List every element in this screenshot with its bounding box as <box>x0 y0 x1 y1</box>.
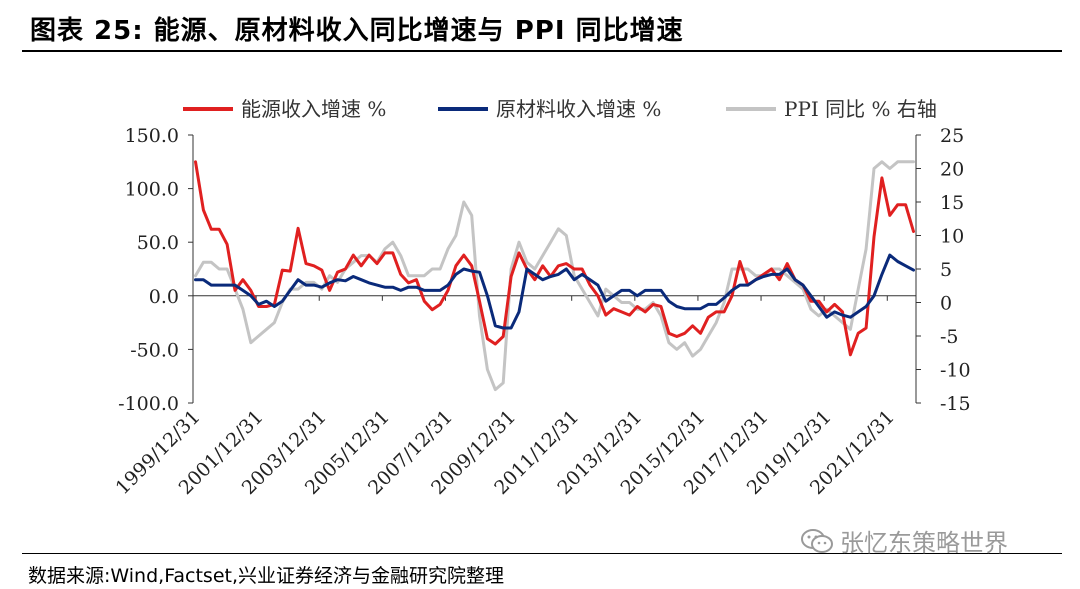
series-line-1 <box>194 253 915 330</box>
figure-title: 图表 25: 能源、原材料收入同比增速与 PPI 同比增速 <box>30 16 684 46</box>
right-tick-label: 20 <box>940 159 964 181</box>
legend: 能源收入增速 % 原材料收入增速 % PPI 同比 % 右轴 <box>183 97 937 121</box>
right-tick-label: 10 <box>940 226 964 248</box>
series-layer <box>194 160 915 392</box>
watermark: 张忆东策略世界 <box>800 523 1008 558</box>
left-tick-label: 100.0 <box>125 179 179 201</box>
right-tick-label: 5 <box>940 259 952 281</box>
left-tick-label: -50.0 <box>130 339 179 361</box>
right-tick-label: -5 <box>940 326 959 348</box>
legend-label-2: PPI 同比 % 右轴 <box>784 97 937 121</box>
left-tick-label: -100.0 <box>118 393 179 415</box>
source-note: 数据来源:Wind,Factset,兴业证券经济与金融研究院整理 <box>28 565 504 587</box>
right-tick-label: 15 <box>940 192 964 214</box>
left-tick-label: 50.0 <box>137 232 179 254</box>
left-tick-label: 0.0 <box>149 286 179 308</box>
watermark-text: 张忆东策略世界 <box>840 529 1008 557</box>
left-tick-label: 150.0 <box>125 125 179 147</box>
legend-label-0: 能源收入增速 % <box>241 97 386 121</box>
wechat-icon <box>801 528 833 553</box>
series-line-0 <box>194 160 915 357</box>
right-tick-label: 25 <box>940 125 964 147</box>
series-line-2 <box>194 160 915 392</box>
right-tick-label: -15 <box>940 393 971 415</box>
right-tick-label: -10 <box>940 360 971 382</box>
title-rule <box>22 50 1062 52</box>
legend-label-1: 原材料收入增速 % <box>496 97 661 121</box>
right-tick-label: 0 <box>940 293 952 315</box>
footer-rule <box>22 553 1062 554</box>
